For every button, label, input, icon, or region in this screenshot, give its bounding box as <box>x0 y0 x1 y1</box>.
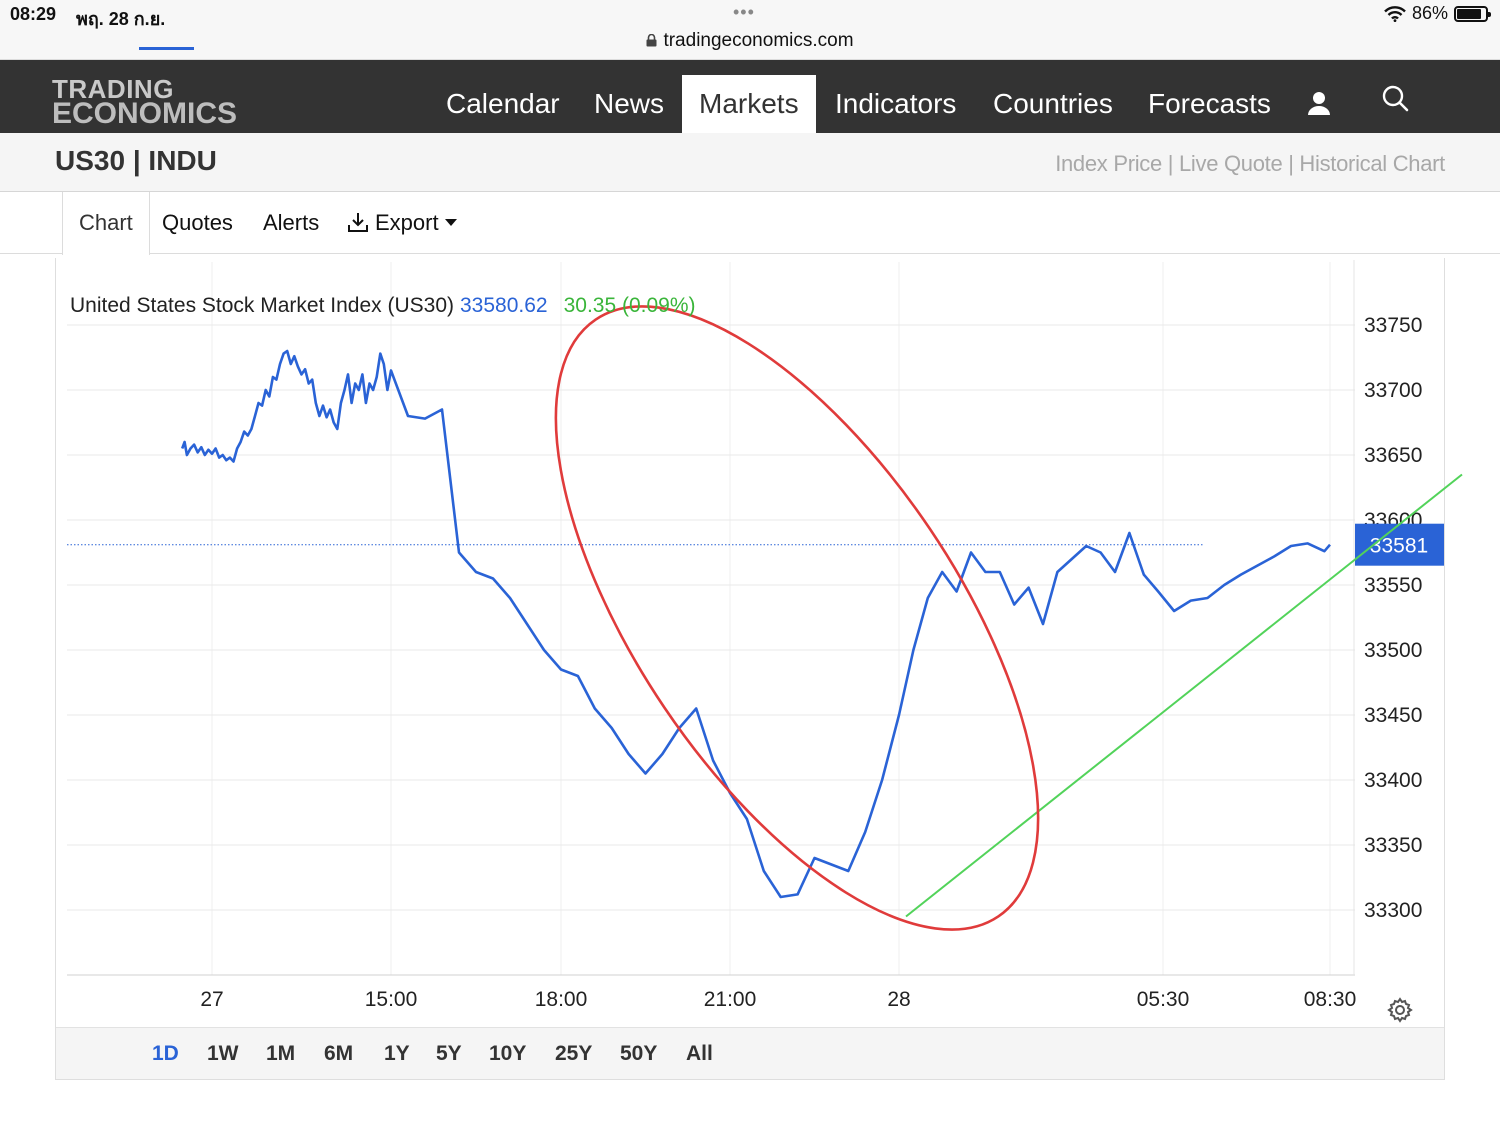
multitasking-dots-icon[interactable]: ••• <box>733 2 755 22</box>
battery-fill <box>1457 8 1482 19</box>
status-bar: 08:29 พฤ. 28 ก.ย. ••• tradingeconomics.c… <box>0 0 1500 60</box>
battery-percent: 86% <box>1411 3 1448 23</box>
nav-news[interactable]: News <box>594 88 665 119</box>
status-right: 86% <box>1384 3 1491 24</box>
range-1d[interactable]: 1D <box>152 1042 179 1065</box>
logo-line-1: TRADING <box>52 74 174 104</box>
range-1y[interactable]: 1Y <box>384 1042 410 1065</box>
range-all[interactable]: All <box>686 1042 713 1065</box>
caret-down-icon <box>444 219 457 226</box>
tab-alerts[interactable]: Alerts <box>263 210 320 235</box>
range-1m[interactable]: 1M <box>266 1042 296 1065</box>
nav-forecasts[interactable]: Forecasts <box>1148 88 1271 119</box>
export-label: Export <box>375 210 439 235</box>
nav-countries[interactable]: Countries <box>993 88 1113 119</box>
quote-line: United States Stock Market Index (US30) 3… <box>70 294 696 318</box>
download-icon <box>348 213 368 232</box>
range-25y[interactable]: 25Y <box>555 1042 593 1065</box>
export-button[interactable]: Export <box>347 192 457 254</box>
range-5y[interactable]: 5Y <box>436 1042 462 1065</box>
tab-quotes[interactable]: Quotes <box>162 210 233 235</box>
range-10y[interactable]: 10Y <box>489 1042 527 1065</box>
header-links[interactable]: Index Price | Live Quote | Historical Ch… <box>1055 151 1445 176</box>
status-time: 08:29 <box>10 4 57 24</box>
tab-chart[interactable]: Chart <box>62 192 150 255</box>
tab-bar: Chart Quotes Alerts Export <box>0 192 1500 255</box>
address-bar[interactable]: tradingeconomics.com <box>0 30 1500 52</box>
page-title: US30 | INDU <box>55 145 217 176</box>
status-date: พฤ. 28 ก.ย. <box>76 9 166 29</box>
search-icon[interactable] <box>1381 84 1411 114</box>
top-navigation: TRADING ECONOMICS Calendar News Markets … <box>0 60 1500 133</box>
instrument-header: US30 | INDU Index Price | Live Quote | H… <box>0 133 1500 192</box>
battery-tip <box>1488 11 1491 17</box>
lock-icon <box>646 34 657 47</box>
range-6m[interactable]: 6M <box>324 1042 354 1065</box>
url-text: tradingeconomics.com <box>663 30 854 51</box>
nav-calendar[interactable]: Calendar <box>446 88 560 119</box>
range-50y[interactable]: 50Y <box>620 1042 658 1065</box>
range-1w[interactable]: 1W <box>207 1042 239 1065</box>
wifi-icon <box>1384 5 1406 22</box>
nav-indicators[interactable]: Indicators <box>835 88 957 119</box>
site-logo[interactable]: TRADING ECONOMICS <box>52 74 238 130</box>
chart-panel <box>55 258 1445 1080</box>
range-selector: 1D 1W 1M 6M 1Y 5Y 10Y 25Y 50Y All <box>56 1027 1444 1079</box>
range-active-underline <box>139 47 194 50</box>
user-icon[interactable] <box>1303 88 1335 120</box>
quote-price: 33580.62 <box>460 294 548 317</box>
logo-line-2: ECONOMICS <box>52 96 238 130</box>
quote-name: United States Stock Market Index (US30) <box>70 294 454 317</box>
gear-icon[interactable] <box>1386 996 1414 1024</box>
nav-markets[interactable]: Markets <box>682 75 816 133</box>
quote-change: 30.35 (0.09%) <box>563 294 696 317</box>
battery-icon <box>1454 5 1491 22</box>
